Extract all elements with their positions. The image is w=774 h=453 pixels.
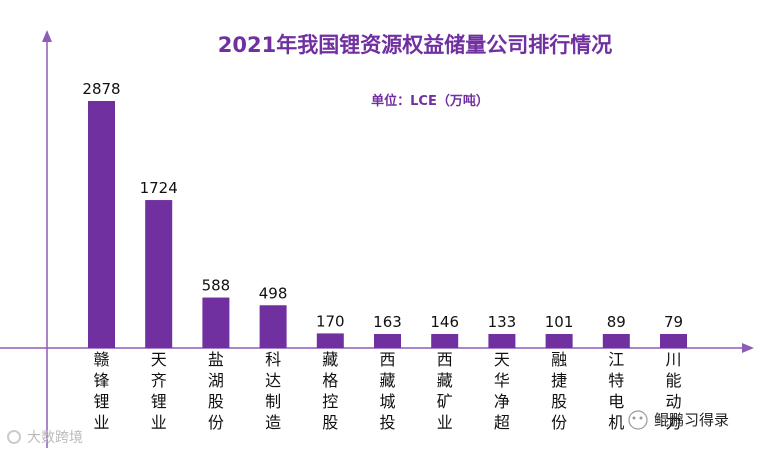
bar-9 bbox=[545, 334, 573, 348]
bar-7 bbox=[431, 334, 459, 348]
watermark-logo-icon bbox=[7, 430, 21, 444]
y-axis-arrow-icon bbox=[42, 30, 52, 42]
category-label-7: 西藏矿业 bbox=[437, 350, 453, 432]
wechat-icon bbox=[628, 410, 648, 430]
category-label-6: 西藏城投 bbox=[379, 350, 395, 432]
value-label-8: 133 bbox=[488, 313, 517, 331]
value-label-4: 498 bbox=[259, 284, 288, 302]
category-label-5: 藏格控股 bbox=[322, 350, 338, 432]
category-label-11: 川能动力 bbox=[665, 350, 681, 432]
bars-group bbox=[88, 101, 687, 348]
value-label-5: 170 bbox=[316, 312, 345, 330]
bar-5 bbox=[316, 333, 344, 348]
value-label-1: 2878 bbox=[82, 80, 120, 98]
bar-4 bbox=[259, 305, 287, 348]
value-labels-group: 2878 1724 588 498 170 163 146 133 101 89 79 bbox=[82, 80, 683, 331]
value-label-10: 89 bbox=[607, 313, 626, 331]
value-label-6: 163 bbox=[373, 313, 402, 331]
watermark-left: 大数跨境 bbox=[27, 430, 83, 446]
bar-3 bbox=[202, 297, 230, 348]
value-label-11: 79 bbox=[664, 313, 683, 331]
category-label-8: 天华净超 bbox=[494, 350, 510, 432]
category-label-1: 赣锋锂业 bbox=[93, 350, 109, 432]
category-label-9: 融捷股份 bbox=[551, 350, 567, 432]
category-label-10: 江特电机 bbox=[608, 350, 624, 432]
value-label-2: 1724 bbox=[140, 179, 178, 197]
category-label-3: 盐湖股份 bbox=[208, 350, 224, 432]
left-watermark: 大数跨境 bbox=[7, 430, 83, 446]
category-labels-group: 赣锋锂业 天齐锂业 盐湖股份 科达制造 藏格控股 西藏城投 西藏矿业 天华净超 融捷股份 江特电机… bbox=[93, 350, 681, 432]
category-label-4: 科达制造 bbox=[265, 350, 281, 432]
category-label-2: 天齐锂业 bbox=[151, 350, 167, 432]
bar-6 bbox=[374, 334, 401, 348]
bar-2 bbox=[145, 200, 173, 348]
watermark-right: 鲲鹏习得录 bbox=[654, 411, 729, 429]
x-axis-arrow-icon bbox=[742, 343, 754, 353]
bar-11 bbox=[660, 334, 687, 348]
value-label-3: 588 bbox=[202, 277, 231, 295]
bar-10 bbox=[602, 334, 630, 348]
bar-1 bbox=[88, 101, 115, 348]
right-watermark: 鲲鹏习得录 bbox=[628, 410, 729, 430]
value-label-7: 146 bbox=[430, 313, 459, 331]
unit-label: 单位：LCE（万吨） bbox=[371, 93, 489, 109]
chart-title: 2021年我国锂资源权益储量公司排行情况 bbox=[218, 33, 612, 57]
value-label-9: 101 bbox=[545, 313, 574, 331]
bar-8 bbox=[488, 334, 516, 348]
